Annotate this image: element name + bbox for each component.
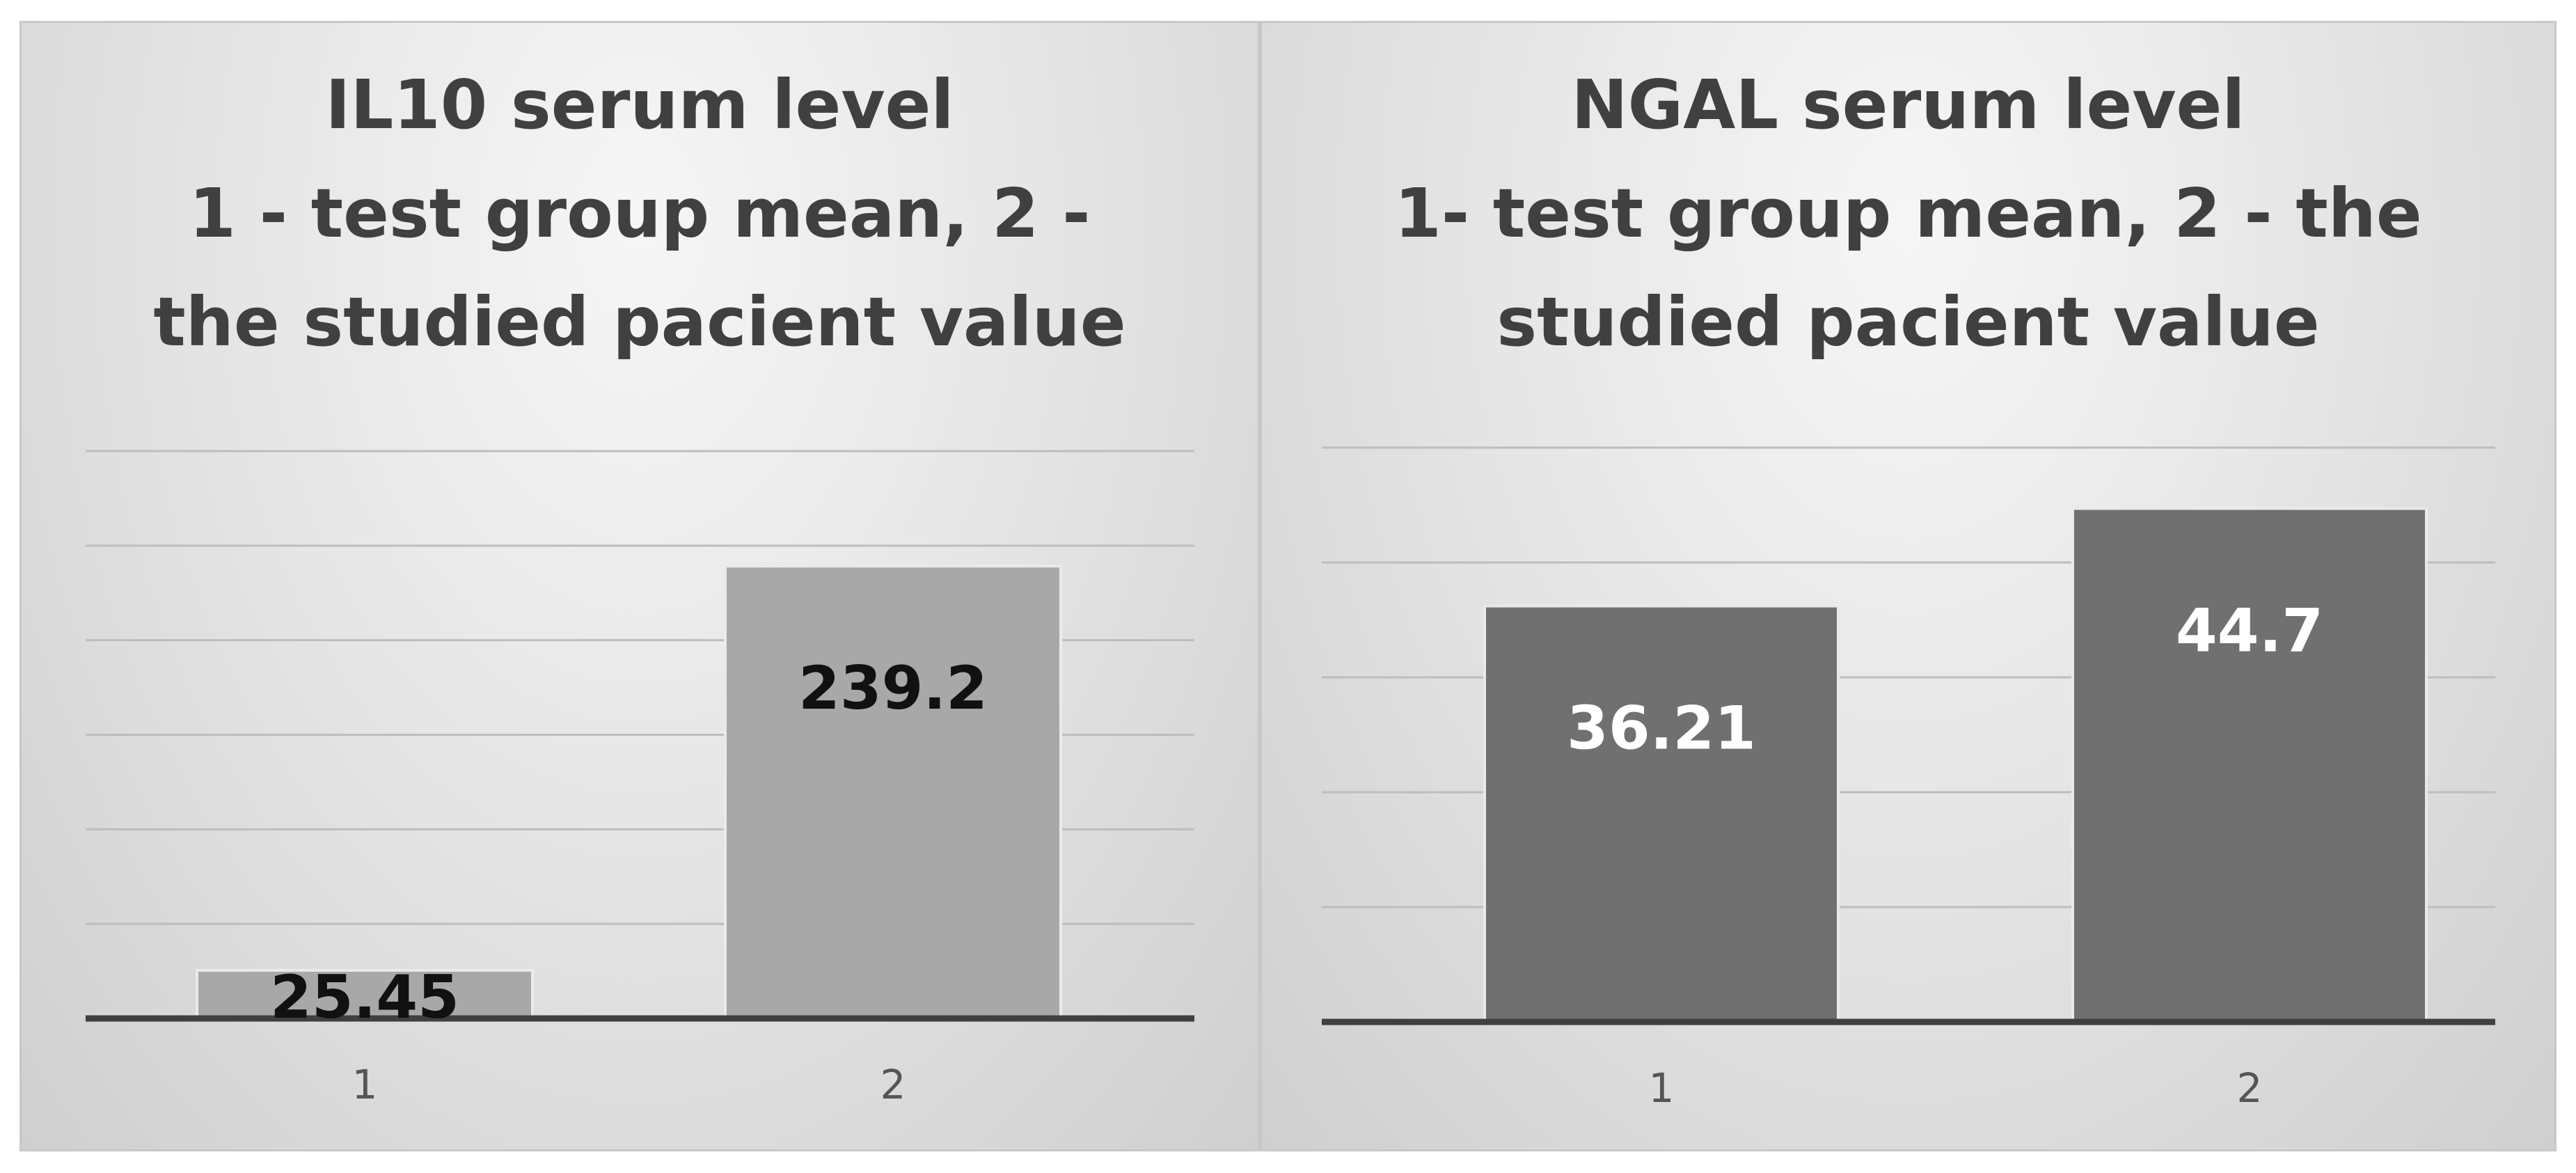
x-tick-label: 1	[1649, 1064, 1675, 1112]
chart-panel-ngal: NGAL serum level 1- test group mean, 2 - …	[1260, 21, 2557, 1151]
bar-2	[2071, 507, 2428, 1023]
data-label: 44.7	[2176, 596, 2323, 666]
bar-2	[724, 565, 1062, 1020]
chart-title-line: the studied pacient value	[153, 283, 1126, 361]
chart-panel-il10: IL10 serum level 1 - test group mean, 2 -…	[19, 21, 1260, 1151]
chart-title-line: 1 - test group mean, 2 -	[189, 174, 1091, 253]
chart-title-line: studied pacient value	[1496, 283, 2320, 361]
data-label: 25.45	[270, 963, 459, 1032]
chart-title-line: IL10 serum level	[325, 65, 954, 144]
data-label: 239.2	[798, 654, 988, 723]
x-tick-label: 1	[352, 1061, 378, 1108]
chart-title: IL10 serum level 1 - test group mean, 2 -…	[22, 51, 1258, 377]
chart-title: NGAL serum level 1- test group mean, 2 - …	[1262, 51, 2554, 377]
bar-chart-ngal: 36.21 44.7 1 2	[1322, 446, 2495, 1112]
chart-title-line: NGAL serum level	[1571, 65, 2245, 144]
bar-chart-il10: 25.45 239.2 1 2	[86, 450, 1194, 1108]
bar-1	[1483, 604, 1840, 1023]
x-tick-label: 2	[880, 1061, 906, 1108]
data-label: 36.21	[1567, 694, 1756, 764]
chart-title-line: 1- test group mean, 2 - the	[1394, 174, 2422, 253]
x-tick-label: 2	[2237, 1064, 2263, 1112]
bar-1	[196, 968, 534, 1021]
